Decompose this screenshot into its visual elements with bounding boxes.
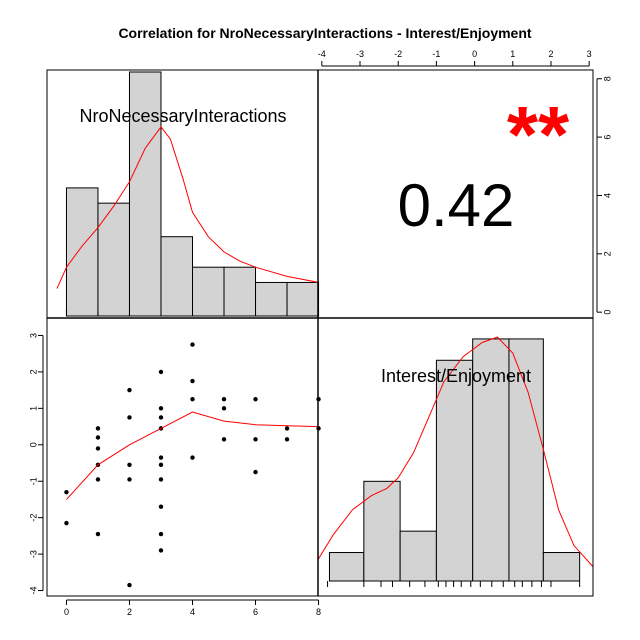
tick-label: 3 xyxy=(587,49,592,59)
scatter-point xyxy=(284,437,290,442)
scatter-point xyxy=(158,504,164,509)
scatter-point xyxy=(158,462,164,468)
significance-stars: ** xyxy=(507,90,570,179)
tick-label: -2 xyxy=(394,49,402,59)
scatter-point xyxy=(221,397,227,402)
hist-bar xyxy=(328,552,365,582)
scatter-point xyxy=(253,397,258,402)
smoother-line xyxy=(66,411,319,500)
tick-label: -3 xyxy=(356,49,364,59)
tick-label: 4 xyxy=(602,193,612,198)
hist-bar xyxy=(192,266,225,317)
hist-bar xyxy=(286,281,320,317)
scatter-point xyxy=(95,426,101,431)
scatter-point xyxy=(253,469,258,475)
scatter-point xyxy=(158,531,164,537)
chart-title: Correlation for NroNecessaryInteractions… xyxy=(118,25,531,41)
variable-label: Interest/Enjoyment xyxy=(381,366,531,386)
scatter-point xyxy=(127,582,132,588)
scatter-point xyxy=(190,342,195,347)
hist-bar xyxy=(97,202,130,317)
tick-label: -4 xyxy=(28,587,38,595)
axis-bottom: 0 2 4 6 8 xyxy=(64,599,321,617)
tick-label: 2 xyxy=(28,369,38,374)
tick-label: 6 xyxy=(602,135,612,140)
tick-label: 3 xyxy=(28,333,38,338)
tick-label: -1 xyxy=(432,49,440,59)
hist-bar xyxy=(399,530,437,582)
panel-hist-var1: NroNecessaryInteractions xyxy=(56,71,320,317)
tick-label: 0 xyxy=(28,442,38,447)
hist-bar xyxy=(128,71,162,317)
axis-right: 0 2 4 6 8 xyxy=(596,76,612,315)
tick-label: 0 xyxy=(472,49,477,59)
tick-label: 1 xyxy=(28,406,38,411)
tick-label: 1 xyxy=(510,49,515,59)
panel-hist-var2: Interest/Enjoyment xyxy=(318,336,593,587)
tick-label: 6 xyxy=(253,607,258,617)
density-curve xyxy=(318,336,593,568)
matrix-frame xyxy=(46,69,594,597)
scatter-point xyxy=(95,531,101,537)
hist-bar xyxy=(223,266,257,317)
scatter-point xyxy=(221,406,227,411)
hist-bar xyxy=(508,338,544,582)
scatter-point xyxy=(64,520,69,526)
scatter-point xyxy=(158,455,164,460)
tick-label: -1 xyxy=(28,477,38,485)
scatter-point xyxy=(95,477,101,482)
scatter-point xyxy=(253,437,258,442)
scatter-point xyxy=(158,406,164,411)
scatter-point xyxy=(95,435,101,440)
variable-label: NroNecessaryInteractions xyxy=(79,106,286,126)
scatter-point xyxy=(190,397,195,402)
scatter-point xyxy=(127,462,132,468)
tick-label: 4 xyxy=(190,607,195,617)
axis-left: -4 -3 -2 -1 0 1 2 3 xyxy=(28,333,44,595)
tick-label: -4 xyxy=(318,49,326,59)
scatter-point xyxy=(127,387,132,393)
tick-label: -3 xyxy=(28,550,38,558)
hist-bar xyxy=(472,338,510,582)
tick-label: -2 xyxy=(28,514,38,522)
hist-bar xyxy=(160,236,193,317)
scatter-point xyxy=(284,426,290,431)
tick-label: 2 xyxy=(602,251,612,256)
scatter-point xyxy=(158,548,164,553)
hist-bar xyxy=(255,281,288,317)
hist-bar xyxy=(435,359,474,582)
tick-label: 8 xyxy=(316,607,321,617)
scatter-point xyxy=(190,455,195,460)
hist-bar xyxy=(542,552,581,582)
correlation-value: 0.42 xyxy=(398,172,515,239)
panel-correlation: **0.42 xyxy=(398,90,570,239)
panel-scatter xyxy=(64,342,321,588)
scatter-point xyxy=(64,489,69,495)
scatter-point xyxy=(127,415,132,420)
hist-bar xyxy=(65,187,99,317)
scatter-point xyxy=(158,415,164,420)
scatter-point xyxy=(158,477,164,482)
tick-label: 8 xyxy=(602,76,612,81)
density-curve xyxy=(56,126,318,289)
tick-label: 0 xyxy=(64,607,69,617)
scatter-point xyxy=(127,477,132,482)
scatter-point xyxy=(95,446,101,451)
tick-label: 2 xyxy=(548,49,553,59)
scatter-point xyxy=(190,378,195,384)
scatter-point xyxy=(158,369,164,375)
tick-label: 0 xyxy=(602,310,612,315)
hist-bar xyxy=(363,480,401,582)
scatter-point xyxy=(221,437,227,442)
axis-top: -4 -3 -2 -1 0 1 2 3 xyxy=(318,49,592,67)
tick-label: 2 xyxy=(127,607,132,617)
